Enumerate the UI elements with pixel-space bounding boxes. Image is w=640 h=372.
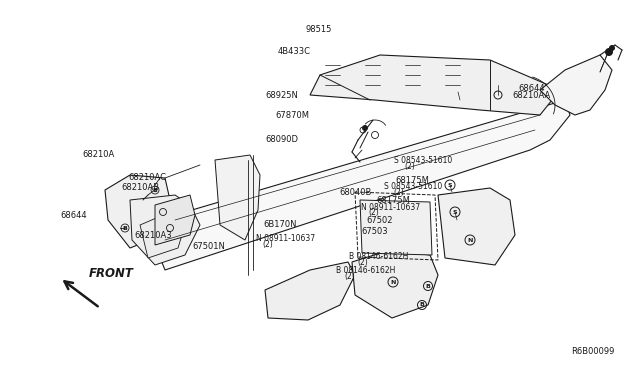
Polygon shape xyxy=(265,262,355,320)
Circle shape xyxy=(362,125,368,131)
Text: 68210AC: 68210AC xyxy=(128,173,166,182)
Text: 6B170N: 6B170N xyxy=(264,220,297,229)
Text: B: B xyxy=(152,187,157,192)
Text: (2): (2) xyxy=(404,162,415,171)
Text: 68090D: 68090D xyxy=(266,135,299,144)
Text: (2): (2) xyxy=(393,188,404,197)
Polygon shape xyxy=(540,55,612,115)
Text: 98515: 98515 xyxy=(305,25,332,34)
Text: 67503: 67503 xyxy=(362,227,388,236)
Circle shape xyxy=(609,45,615,51)
Text: S 08543-51610: S 08543-51610 xyxy=(384,182,442,191)
Text: N 08911-10637: N 08911-10637 xyxy=(256,234,315,243)
Text: S 08543-51610: S 08543-51610 xyxy=(394,156,452,165)
Text: 68040B: 68040B xyxy=(339,188,372,197)
Text: B: B xyxy=(420,302,424,308)
Polygon shape xyxy=(215,155,260,240)
Text: 67502: 67502 xyxy=(366,216,392,225)
Text: 68175M: 68175M xyxy=(396,176,429,185)
Text: 67501N: 67501N xyxy=(192,242,225,251)
Polygon shape xyxy=(310,55,560,115)
Text: 4B433C: 4B433C xyxy=(278,47,311,56)
Text: 68644: 68644 xyxy=(61,211,88,220)
Polygon shape xyxy=(438,188,515,265)
Text: FRONT: FRONT xyxy=(88,267,133,280)
Polygon shape xyxy=(140,210,185,258)
Text: B 08146-6162H: B 08146-6162H xyxy=(349,252,408,261)
Polygon shape xyxy=(352,250,438,318)
Text: B 08146-6162H: B 08146-6162H xyxy=(336,266,396,275)
Text: 68925N: 68925N xyxy=(266,91,298,100)
Text: N: N xyxy=(467,237,473,243)
Text: B: B xyxy=(123,225,127,231)
Text: 68210AA: 68210AA xyxy=(512,91,550,100)
Polygon shape xyxy=(105,175,170,248)
Text: S: S xyxy=(448,183,452,187)
Text: N: N xyxy=(390,279,396,285)
Text: (2): (2) xyxy=(344,272,355,281)
Polygon shape xyxy=(155,100,570,270)
Text: 67870M: 67870M xyxy=(275,111,309,120)
Text: 68210A3: 68210A3 xyxy=(134,231,172,240)
Text: N 08911-10637: N 08911-10637 xyxy=(361,203,420,212)
Text: (2): (2) xyxy=(262,240,273,248)
Text: 68210AB: 68210AB xyxy=(122,183,160,192)
Text: 68210A: 68210A xyxy=(82,150,114,159)
Text: R6B00099: R6B00099 xyxy=(571,347,614,356)
Text: (2): (2) xyxy=(369,208,380,217)
Polygon shape xyxy=(360,200,432,255)
Text: S: S xyxy=(452,209,458,215)
Polygon shape xyxy=(155,195,195,245)
Text: (2): (2) xyxy=(357,258,368,267)
Text: B: B xyxy=(426,283,431,289)
Polygon shape xyxy=(130,195,200,265)
Text: 68175M: 68175M xyxy=(376,196,410,205)
Circle shape xyxy=(605,48,613,56)
Text: 68644: 68644 xyxy=(518,84,545,93)
